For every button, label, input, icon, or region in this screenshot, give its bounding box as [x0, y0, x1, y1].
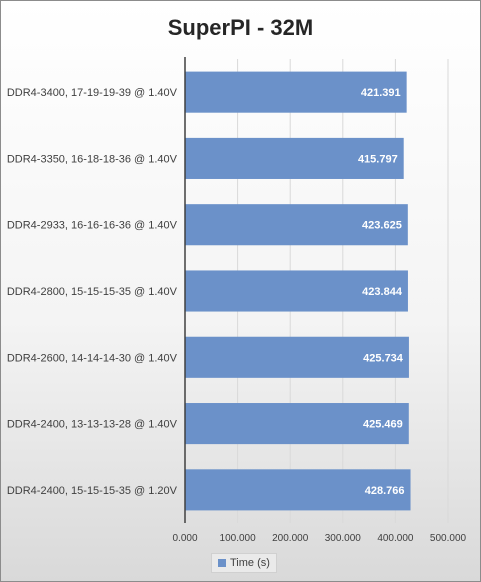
- category-label: DDR4-2400, 15-15-15-35 @ 1.20V: [7, 485, 178, 497]
- legend: Time (s): [211, 553, 277, 573]
- bar: [185, 71, 407, 113]
- data-label: 421.391: [361, 87, 401, 99]
- bar: [185, 336, 409, 378]
- x-tick-label: 100.000: [220, 533, 257, 544]
- x-tick-label: 200.000: [272, 533, 309, 544]
- x-tick-label: 500.000: [430, 533, 467, 544]
- bar: [185, 270, 408, 312]
- legend-swatch: [218, 559, 226, 567]
- x-tick-label: 400.000: [377, 533, 414, 544]
- category-label: DDR4-2400, 13-13-13-28 @ 1.40V: [7, 419, 178, 431]
- category-label: DDR4-3350, 16-18-18-36 @ 1.40V: [7, 153, 178, 165]
- data-label: 425.734: [363, 352, 404, 364]
- data-label: 415.797: [358, 153, 398, 165]
- bar: [185, 469, 411, 511]
- category-label: DDR4-3400, 17-19-19-39 @ 1.40V: [7, 87, 178, 99]
- data-label: 425.469: [363, 419, 403, 431]
- bar: [185, 403, 409, 445]
- data-label: 423.625: [362, 220, 402, 232]
- x-tick-label: 0.000: [172, 533, 197, 544]
- x-tick-label: 300.000: [325, 533, 362, 544]
- category-label: DDR4-2800, 15-15-15-35 @ 1.40V: [7, 286, 178, 298]
- chart-title: SuperPI - 32M: [167, 15, 314, 40]
- bar: [185, 137, 404, 179]
- bar: [185, 204, 408, 246]
- data-label: 423.844: [362, 286, 403, 298]
- legend-label: Time (s): [230, 557, 270, 569]
- category-label: DDR4-2933, 16-16-16-36 @ 1.40V: [7, 220, 178, 232]
- category-label: DDR4-2600, 14-14-14-30 @ 1.40V: [7, 352, 178, 364]
- data-label: 428.766: [365, 485, 405, 497]
